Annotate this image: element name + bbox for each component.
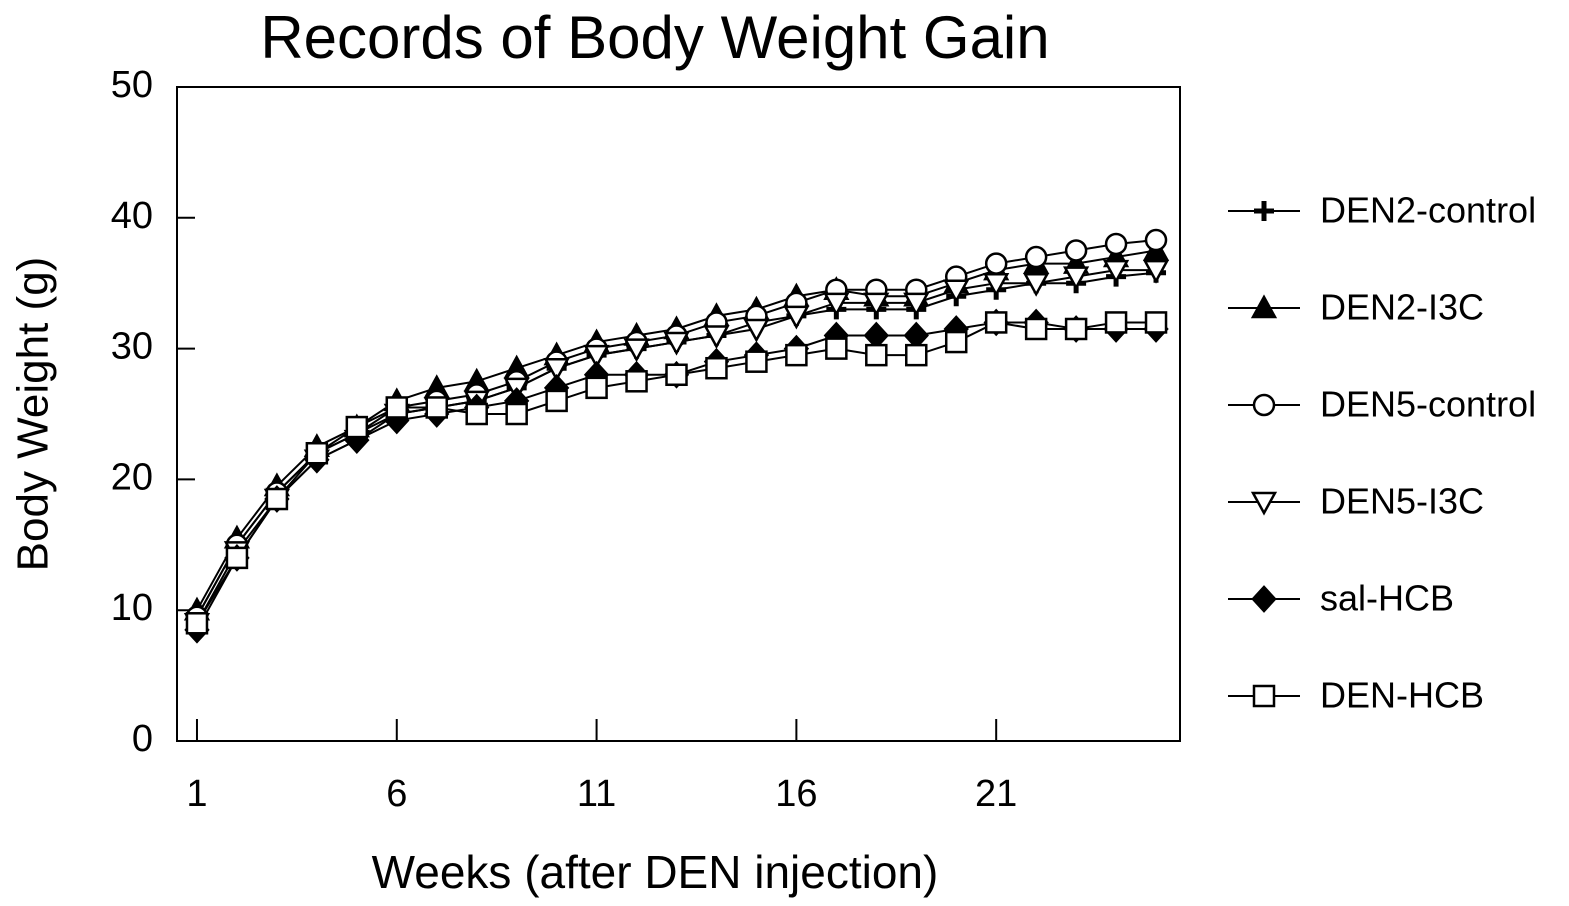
data-point	[1064, 317, 1088, 341]
x-tick-label: 16	[775, 773, 817, 815]
data-point	[1102, 259, 1130, 284]
y-axis-title: Body Weight (g)	[9, 257, 58, 572]
y-tick-label: 0	[132, 718, 153, 760]
data-point	[745, 350, 768, 373]
data-point	[545, 389, 568, 413]
data-point	[905, 343, 928, 367]
data-point	[1062, 266, 1090, 291]
data-point	[1024, 245, 1048, 269]
plot-frame	[176, 86, 1181, 742]
legend-label: DEN5-I3C	[1320, 481, 1484, 522]
data-point	[943, 279, 970, 304]
legend-marker	[1252, 684, 1276, 708]
data-point	[465, 402, 488, 426]
data-point	[863, 292, 890, 317]
data-point	[703, 325, 730, 350]
data-point	[1023, 272, 1050, 297]
data-point	[543, 357, 570, 382]
x-axis-title: Weeks (after DEN injection)	[372, 846, 939, 898]
data-point	[1104, 232, 1128, 256]
legend-marker	[1251, 585, 1277, 613]
data-point	[1142, 259, 1170, 284]
legend-marker	[1254, 201, 1274, 221]
y-tick-label: 30	[111, 326, 153, 368]
data-point	[783, 305, 810, 330]
data-point	[585, 376, 608, 400]
data-point	[1144, 228, 1168, 252]
data-point	[185, 612, 209, 635]
x-tick-label: 6	[386, 773, 407, 815]
y-tick-label: 40	[111, 195, 153, 237]
data-point	[1064, 239, 1088, 262]
legend-label: DEN-HCB	[1320, 675, 1484, 716]
x-tick-label: 1	[186, 773, 207, 815]
legend-marker	[1250, 294, 1278, 319]
data-point	[984, 311, 1008, 334]
data-point	[225, 546, 249, 570]
data-point	[984, 252, 1008, 275]
legend-marker	[1252, 393, 1276, 417]
data-point	[623, 338, 650, 363]
series-line	[196, 249, 1157, 611]
y-tick-label: 10	[111, 587, 153, 629]
data-point	[785, 343, 808, 367]
x-tick-label: 11	[577, 773, 616, 815]
data-point	[1024, 317, 1048, 341]
data-point	[865, 343, 888, 367]
chart-title: Records of Body Weight Gain	[260, 4, 1049, 71]
legend-marker	[1250, 491, 1278, 516]
data-point	[505, 402, 528, 426]
data-point	[903, 292, 930, 317]
data-point	[825, 337, 848, 360]
legend-label: DEN5-control	[1320, 384, 1536, 425]
data-point	[705, 356, 728, 380]
data-point	[345, 415, 369, 439]
data-point	[743, 318, 770, 343]
y-tick-label: 20	[111, 456, 153, 498]
data-point	[823, 292, 850, 317]
data-point	[425, 396, 448, 419]
data-point	[625, 370, 648, 393]
data-point	[583, 344, 610, 369]
data-point	[1144, 311, 1168, 334]
data-point	[983, 272, 1010, 297]
data-point	[1104, 311, 1128, 334]
data-point	[665, 363, 688, 387]
x-tick-label: 21	[975, 773, 1017, 815]
data-point	[385, 396, 409, 419]
data-point	[305, 441, 329, 465]
legend-label: sal-HCB	[1320, 578, 1454, 619]
legend-label: DEN2-control	[1320, 190, 1536, 231]
data-point	[663, 331, 690, 356]
data-point	[265, 487, 289, 511]
series-line	[196, 239, 1157, 618]
legend-label: DEN2-I3C	[1320, 287, 1484, 328]
data-point	[944, 330, 968, 354]
y-tick-label: 50	[111, 64, 153, 106]
